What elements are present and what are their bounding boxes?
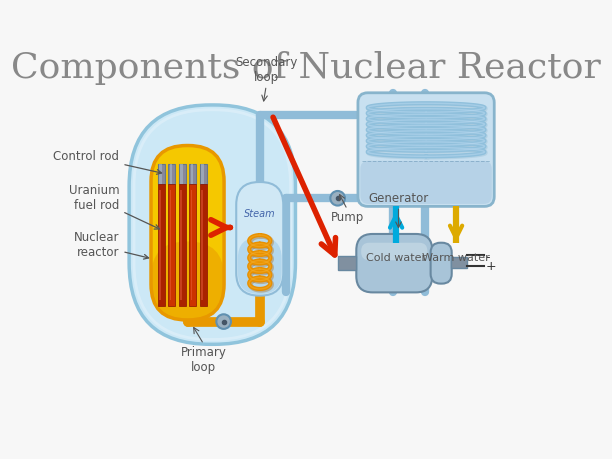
Bar [201, 164, 204, 185]
Bar [200, 164, 207, 185]
Bar [157, 185, 165, 306]
FancyBboxPatch shape [360, 161, 492, 204]
Bar [168, 164, 176, 185]
FancyBboxPatch shape [129, 105, 296, 344]
Bar [181, 190, 182, 300]
Text: Secondary
loop: Secondary loop [235, 56, 297, 84]
FancyBboxPatch shape [431, 243, 452, 284]
Bar [168, 185, 176, 306]
Bar [159, 190, 161, 300]
Bar [170, 190, 171, 300]
Text: -: - [485, 252, 490, 264]
FancyBboxPatch shape [238, 237, 282, 294]
Bar [159, 164, 162, 185]
Bar [451, 257, 468, 268]
Text: Cold water: Cold water [366, 253, 426, 263]
Circle shape [330, 191, 345, 206]
Bar [338, 256, 356, 270]
Bar [157, 164, 165, 185]
Bar [201, 190, 203, 300]
FancyBboxPatch shape [151, 241, 224, 320]
Bar [179, 185, 186, 306]
FancyBboxPatch shape [236, 182, 283, 296]
Text: Uranium
fuel rod: Uranium fuel rod [69, 184, 159, 229]
Text: Components of Nuclear Reactor: Components of Nuclear Reactor [11, 50, 601, 84]
Bar [191, 164, 193, 185]
Text: Warm water: Warm water [422, 253, 490, 263]
Text: Generator: Generator [368, 192, 428, 205]
Text: Pump: Pump [330, 211, 364, 224]
Bar [191, 190, 192, 300]
Bar [200, 185, 207, 306]
Text: +: + [485, 260, 496, 273]
FancyBboxPatch shape [361, 243, 427, 260]
Text: Steam: Steam [244, 209, 275, 219]
Bar [170, 164, 172, 185]
Text: Control rod: Control rod [53, 150, 162, 174]
Circle shape [217, 314, 231, 329]
Bar [189, 164, 196, 185]
Bar [189, 185, 196, 306]
FancyBboxPatch shape [358, 93, 494, 207]
FancyBboxPatch shape [356, 234, 432, 292]
Text: Nuclear
reactor: Nuclear reactor [74, 231, 149, 259]
Bar [179, 164, 186, 185]
FancyBboxPatch shape [151, 146, 224, 320]
Bar [181, 164, 182, 185]
Text: Primary
loop: Primary loop [181, 346, 226, 374]
